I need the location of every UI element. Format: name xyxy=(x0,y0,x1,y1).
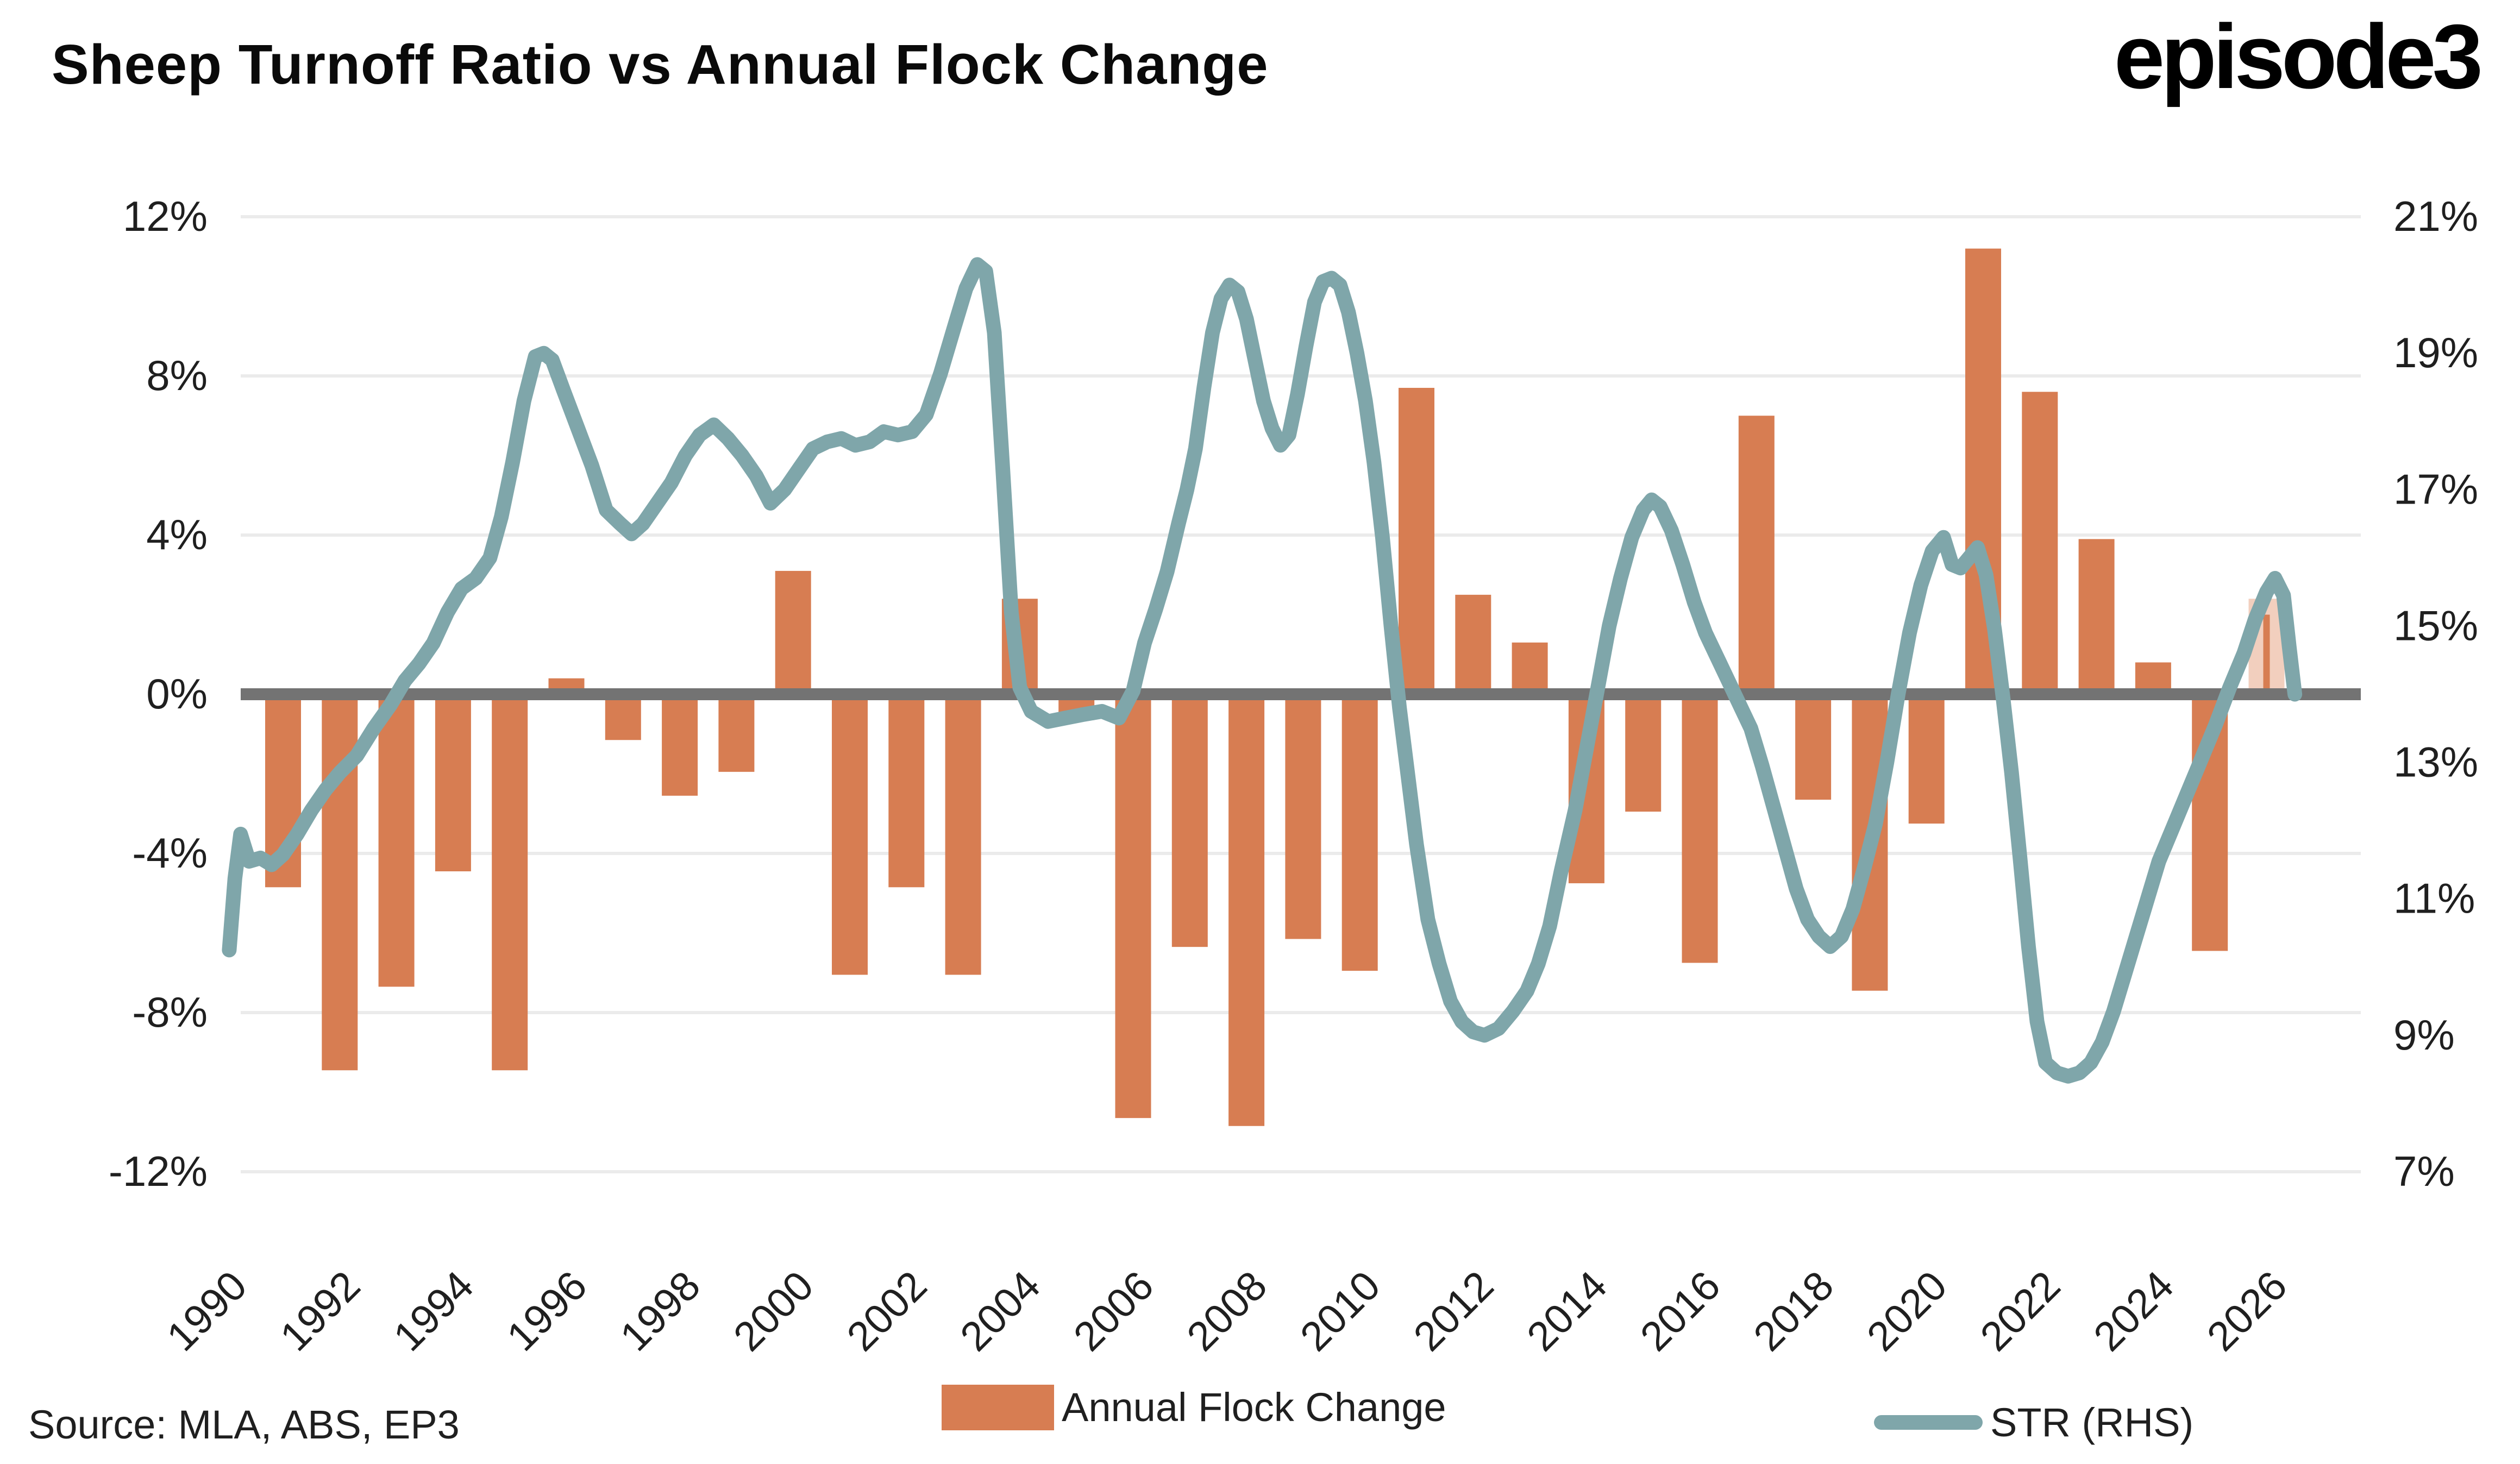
bar-1998 xyxy=(662,694,698,796)
bar-1994 xyxy=(435,694,471,871)
left-axis-tick: -12% xyxy=(109,1147,208,1195)
x-axis-tick-2000: 2000 xyxy=(725,1262,823,1360)
x-axis-tick-1990: 1990 xyxy=(158,1262,256,1360)
x-axis-tick-1992: 1992 xyxy=(272,1262,369,1360)
bar-2010 xyxy=(1342,694,1378,971)
bar-2017 xyxy=(1738,416,1775,700)
bar-2008 xyxy=(1228,694,1265,1126)
bar-2002 xyxy=(888,694,925,888)
bar-2007 xyxy=(1171,694,1208,947)
legend-line-swatch xyxy=(1874,1415,1983,1430)
x-axis-tick-2022: 2022 xyxy=(1972,1262,2070,1360)
x-axis-tick-2002: 2002 xyxy=(838,1262,936,1360)
brand-logo-episode3: episode3 xyxy=(2114,5,2483,108)
bar-2015 xyxy=(1625,694,1662,812)
x-axis-tick-2004: 2004 xyxy=(951,1262,1049,1360)
bar-1993 xyxy=(378,694,415,987)
bar-2006 xyxy=(1115,694,1151,1119)
right-axis-tick: 13% xyxy=(2393,738,2478,786)
legend-bar-label: Annual Flock Change xyxy=(1062,1385,1446,1430)
bar-2009 xyxy=(1285,694,1321,939)
legend-item-flock-change: Annual Flock Change xyxy=(942,1384,1446,1430)
right-axis-tick: 9% xyxy=(2393,1011,2455,1059)
str-line xyxy=(222,257,2303,1084)
bar-2020 xyxy=(1908,694,1945,824)
x-axis-tick-2010: 2010 xyxy=(1292,1262,1389,1360)
x-axis-tick-2008: 2008 xyxy=(1178,1262,1276,1360)
right-axis-tick: 19% xyxy=(2393,329,2478,376)
legend-item-str: STR (RHS) xyxy=(1874,1384,2193,1446)
bar-2003 xyxy=(945,694,981,975)
bar-2016 xyxy=(1682,694,1718,963)
source-note: Source: MLA, ABS, EP3 xyxy=(28,1402,460,1447)
left-axis-tick: 0% xyxy=(146,670,208,718)
bar-1997 xyxy=(605,694,641,740)
x-axis-tick-2024: 2024 xyxy=(2085,1262,2183,1360)
x-axis-tick-2014: 2014 xyxy=(1518,1262,1616,1360)
bar-2022 xyxy=(2022,392,2058,700)
left-axis-tick: 4% xyxy=(146,511,208,558)
x-axis-tick-2018: 2018 xyxy=(1745,1262,1842,1360)
left-axis-tick: 8% xyxy=(146,351,208,399)
x-axis-tick-2020: 2020 xyxy=(1858,1262,1956,1360)
bar-2011 xyxy=(1399,387,1434,700)
right-axis-tick: 11% xyxy=(2393,875,2475,922)
x-axis-tick-2006: 2006 xyxy=(1065,1262,1163,1360)
right-axis-tick: 15% xyxy=(2393,601,2478,649)
legend-line-label: STR (RHS) xyxy=(1990,1400,2194,1445)
x-axis-tick-2012: 2012 xyxy=(1405,1262,1503,1360)
x-axis-tick-2016: 2016 xyxy=(1632,1262,1729,1360)
chart-title: Sheep Turnoff Ratio vs Annual Flock Chan… xyxy=(52,33,1269,96)
left-axis-tick: -8% xyxy=(132,988,208,1036)
x-axis-tick-2026: 2026 xyxy=(2198,1262,2296,1360)
x-axis-tick-1996: 1996 xyxy=(498,1262,596,1360)
bar-2018 xyxy=(1795,694,1832,800)
bar-2000 xyxy=(775,570,811,700)
right-axis-tick: 17% xyxy=(2393,465,2478,513)
bar-2023 xyxy=(2078,539,2115,700)
x-axis-tick-1994: 1994 xyxy=(385,1262,482,1360)
bar-1995 xyxy=(492,694,528,1071)
left-axis-tick: 12% xyxy=(123,192,208,240)
bar-1999 xyxy=(718,694,755,772)
legend: Annual Flock Change STR (RHS) xyxy=(0,1380,2520,1445)
legend-bar-swatch xyxy=(942,1384,1054,1430)
right-axis-tick: 21% xyxy=(2393,192,2478,240)
left-axis-tick: -4% xyxy=(132,829,208,877)
bar-2001 xyxy=(832,694,868,975)
bar-2012 xyxy=(1455,594,1491,700)
x-axis-tick-1998: 1998 xyxy=(611,1262,709,1360)
right-axis-tick: 7% xyxy=(2393,1147,2455,1195)
bar-forecast-actual-tick xyxy=(2263,614,2270,700)
